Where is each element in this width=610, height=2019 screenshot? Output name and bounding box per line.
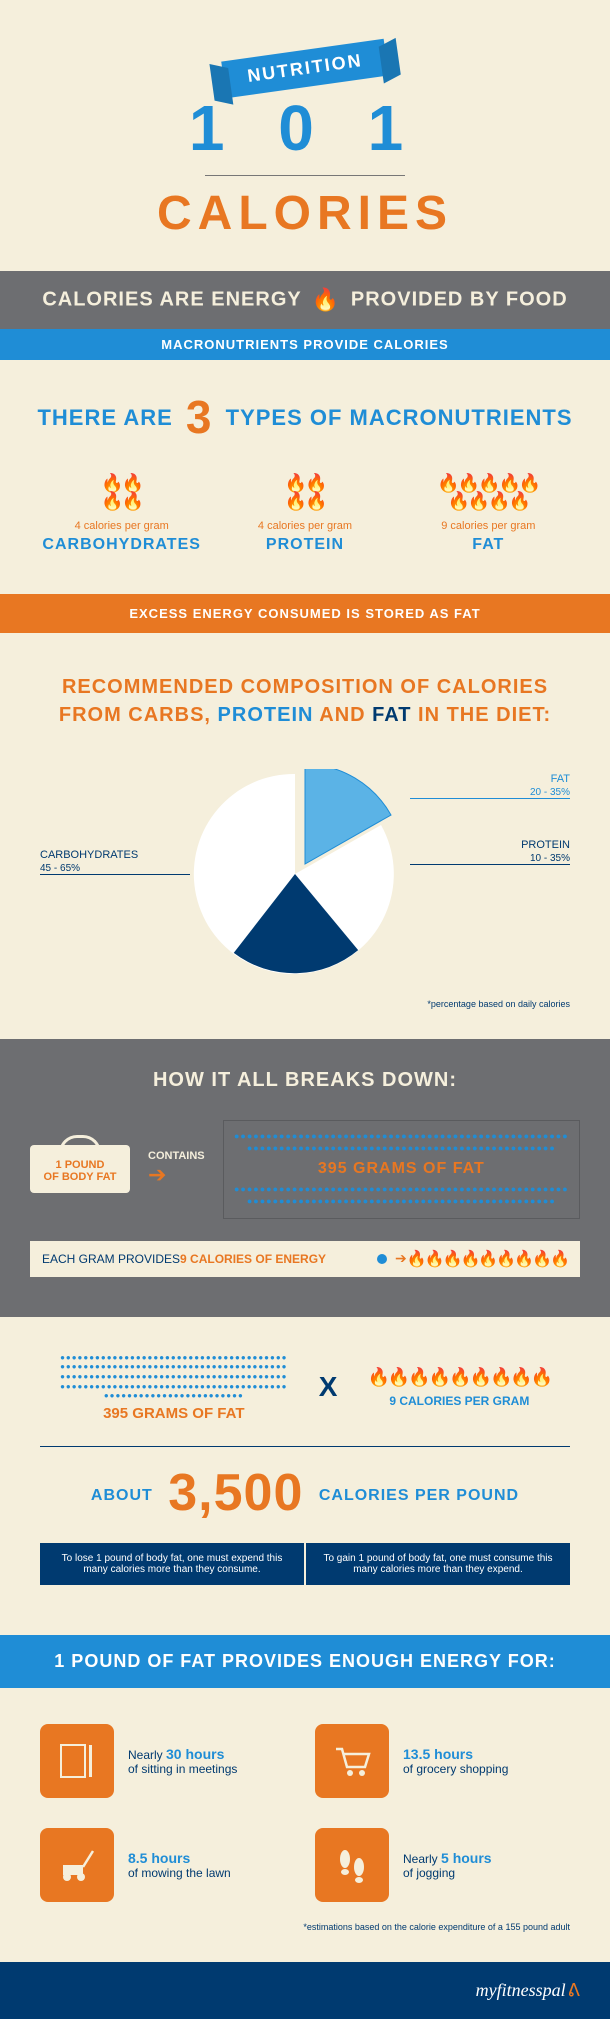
energy-grid: Nearly 30 hoursof sitting in meetings 13… — [0, 1688, 610, 1922]
contains-block: CONTAINS ➔ — [148, 1150, 205, 1188]
pie-title: RECOMMENDED COMPOSITION OF CALORIES FROM… — [40, 673, 570, 729]
runner-icon: ᕕ — [568, 1980, 580, 2000]
energy-item-jogging: Nearly 5 hoursof jogging — [315, 1828, 570, 1902]
dot-icon — [377, 1254, 387, 1264]
header-rule — [205, 175, 405, 176]
flames-protein: 🔥🔥🔥🔥 — [213, 474, 396, 510]
energy-item-meetings: Nearly 30 hoursof sitting in meetings — [40, 1724, 295, 1798]
breakdown-row: 1 POUND OF BODY FAT CONTAINS ➔ ●●●●●●●●●… — [30, 1120, 580, 1219]
ribbon: NUTRITION — [221, 39, 389, 98]
cart-icon — [315, 1724, 389, 1798]
calc-calories-box: 🔥🔥🔥🔥🔥🔥🔥🔥🔥 9 CALORIES PER GRAM — [367, 1367, 551, 1408]
lose-text: To lose 1 pound of body fat, one must ex… — [40, 1543, 304, 1585]
pie-area: CARBOHYDRATES 45 - 65% FAT 20 - 35% PROT… — [40, 749, 570, 1009]
macro-protein: 🔥🔥🔥🔥 4 calories per gram PROTEIN — [213, 474, 396, 554]
footsteps-icon — [315, 1828, 389, 1902]
energy-footnote: *estimations based on the calorie expend… — [0, 1922, 610, 1962]
notepad-icon — [40, 1724, 114, 1798]
energy-text: Nearly 5 hoursof jogging — [403, 1850, 492, 1880]
macros-section: THERE ARE 3 TYPES OF MACRONUTRIENTS 🔥🔥🔥🔥… — [0, 360, 610, 594]
macronutrients-subbar: MACRONUTRIENTS PROVIDE CALORIES — [0, 329, 610, 360]
flame-icon: 🔥 — [312, 287, 340, 312]
bar1-right: PROVIDED BY FOOD — [351, 288, 568, 310]
dot-grid: ●●●●●●●●●●●●●●●●●●●●●●●●●●●●●●●●●●●●●●●●… — [59, 1353, 289, 1401]
dot-grid: ●●●●●●●●●●●●●●●●●●●●●●●●●●●●●●●●●●●●●●●●… — [234, 1131, 569, 1154]
pie-label-protein: PROTEIN 10 - 35% — [410, 839, 570, 865]
macro-fat: 🔥🔥🔥🔥🔥🔥🔥🔥🔥 9 calories per gram FAT — [397, 474, 580, 554]
energy-item-mowing: 8.5 hoursof mowing the lawn — [40, 1828, 295, 1902]
breakdown-section: HOW IT ALL BREAKS DOWN: 1 POUND OF BODY … — [0, 1039, 610, 1317]
infographic-root: NUTRITION 1 0 1 CALORIES CALORIES ARE EN… — [0, 0, 610, 2019]
arrow-icon: ➔ — [395, 1250, 407, 1267]
energy-text: Nearly 30 hoursof sitting in meetings — [128, 1746, 237, 1776]
flames-carbs: 🔥🔥🔥🔥 — [30, 474, 213, 510]
energy-bar-title: CALORIES ARE ENERGY 🔥 PROVIDED BY FOOD — [0, 271, 610, 329]
excess-energy-bar: EXCESS ENERGY CONSUMED IS STORED AS FAT — [0, 594, 610, 633]
calc-section: ●●●●●●●●●●●●●●●●●●●●●●●●●●●●●●●●●●●●●●●●… — [0, 1317, 610, 1605]
dot-grid: ●●●●●●●●●●●●●●●●●●●●●●●●●●●●●●●●●●●●●●●●… — [234, 1184, 569, 1207]
flames-icon: 🔥🔥🔥🔥🔥🔥🔥🔥🔥 — [367, 1367, 551, 1388]
mower-icon — [40, 1828, 114, 1902]
calc-row: ●●●●●●●●●●●●●●●●●●●●●●●●●●●●●●●●●●●●●●●●… — [40, 1353, 570, 1422]
macro-carbs: 🔥🔥🔥🔥 4 calories per gram CARBOHYDRATES — [30, 474, 213, 554]
total-line: ABOUT 3,500 CALORIES PER POUND — [40, 1463, 570, 1523]
brand-name: myfitnesspal — [476, 1980, 566, 2000]
energy-text: 13.5 hoursof grocery shopping — [403, 1746, 508, 1776]
pie-label-carbs: CARBOHYDRATES 45 - 65% — [40, 849, 190, 875]
header: NUTRITION 1 0 1 CALORIES — [0, 0, 610, 271]
scale-icon: 1 POUND OF BODY FAT — [30, 1145, 130, 1193]
macro-row: 🔥🔥🔥🔥 4 calories per gram CARBOHYDRATES 🔥… — [30, 474, 580, 554]
multiply-icon: X — [319, 1371, 338, 1403]
lose-gain-row: To lose 1 pound of body fat, one must ex… — [40, 1543, 570, 1585]
arrow-icon: ➔ — [148, 1162, 205, 1188]
energy-for-bar: 1 POUND OF FAT PROVIDES ENOUGH ENERGY FO… — [0, 1635, 610, 1688]
gram-energy-bar: EACH GRAM PROVIDES 9 CALORIES OF ENERGY … — [30, 1241, 580, 1277]
fat-grams-box: ●●●●●●●●●●●●●●●●●●●●●●●●●●●●●●●●●●●●●●●●… — [223, 1120, 580, 1219]
flames-icon: 🔥🔥🔥🔥🔥🔥🔥🔥🔥 — [407, 1249, 568, 1269]
pie-label-fat: FAT 20 - 35% — [410, 773, 570, 799]
divider — [40, 1446, 570, 1447]
title-calories: CALORIES — [20, 186, 590, 241]
pie-section: RECOMMENDED COMPOSITION OF CALORIES FROM… — [0, 633, 610, 1039]
energy-item-grocery: 13.5 hoursof grocery shopping — [315, 1724, 570, 1798]
footer: myfitnesspalᕕ — [0, 1962, 610, 2019]
bar1-left: CALORIES ARE ENERGY — [42, 288, 301, 310]
gain-text: To gain 1 pound of body fat, one must co… — [306, 1543, 570, 1585]
pie-footnote: *percentage based on daily calories — [427, 999, 570, 1009]
calc-fat-box: ●●●●●●●●●●●●●●●●●●●●●●●●●●●●●●●●●●●●●●●●… — [59, 1353, 289, 1422]
energy-text: 8.5 hoursof mowing the lawn — [128, 1850, 231, 1880]
title-101: 1 0 1 — [20, 91, 590, 165]
breakdown-title: HOW IT ALL BREAKS DOWN: — [30, 1069, 580, 1092]
pie-chart — [190, 769, 400, 979]
ribbon-wrap: NUTRITION — [223, 50, 387, 87]
macros-title: THERE ARE 3 TYPES OF MACRONUTRIENTS — [30, 390, 580, 444]
flames-fat: 🔥🔥🔥🔥🔥🔥🔥🔥🔥 — [397, 474, 580, 510]
